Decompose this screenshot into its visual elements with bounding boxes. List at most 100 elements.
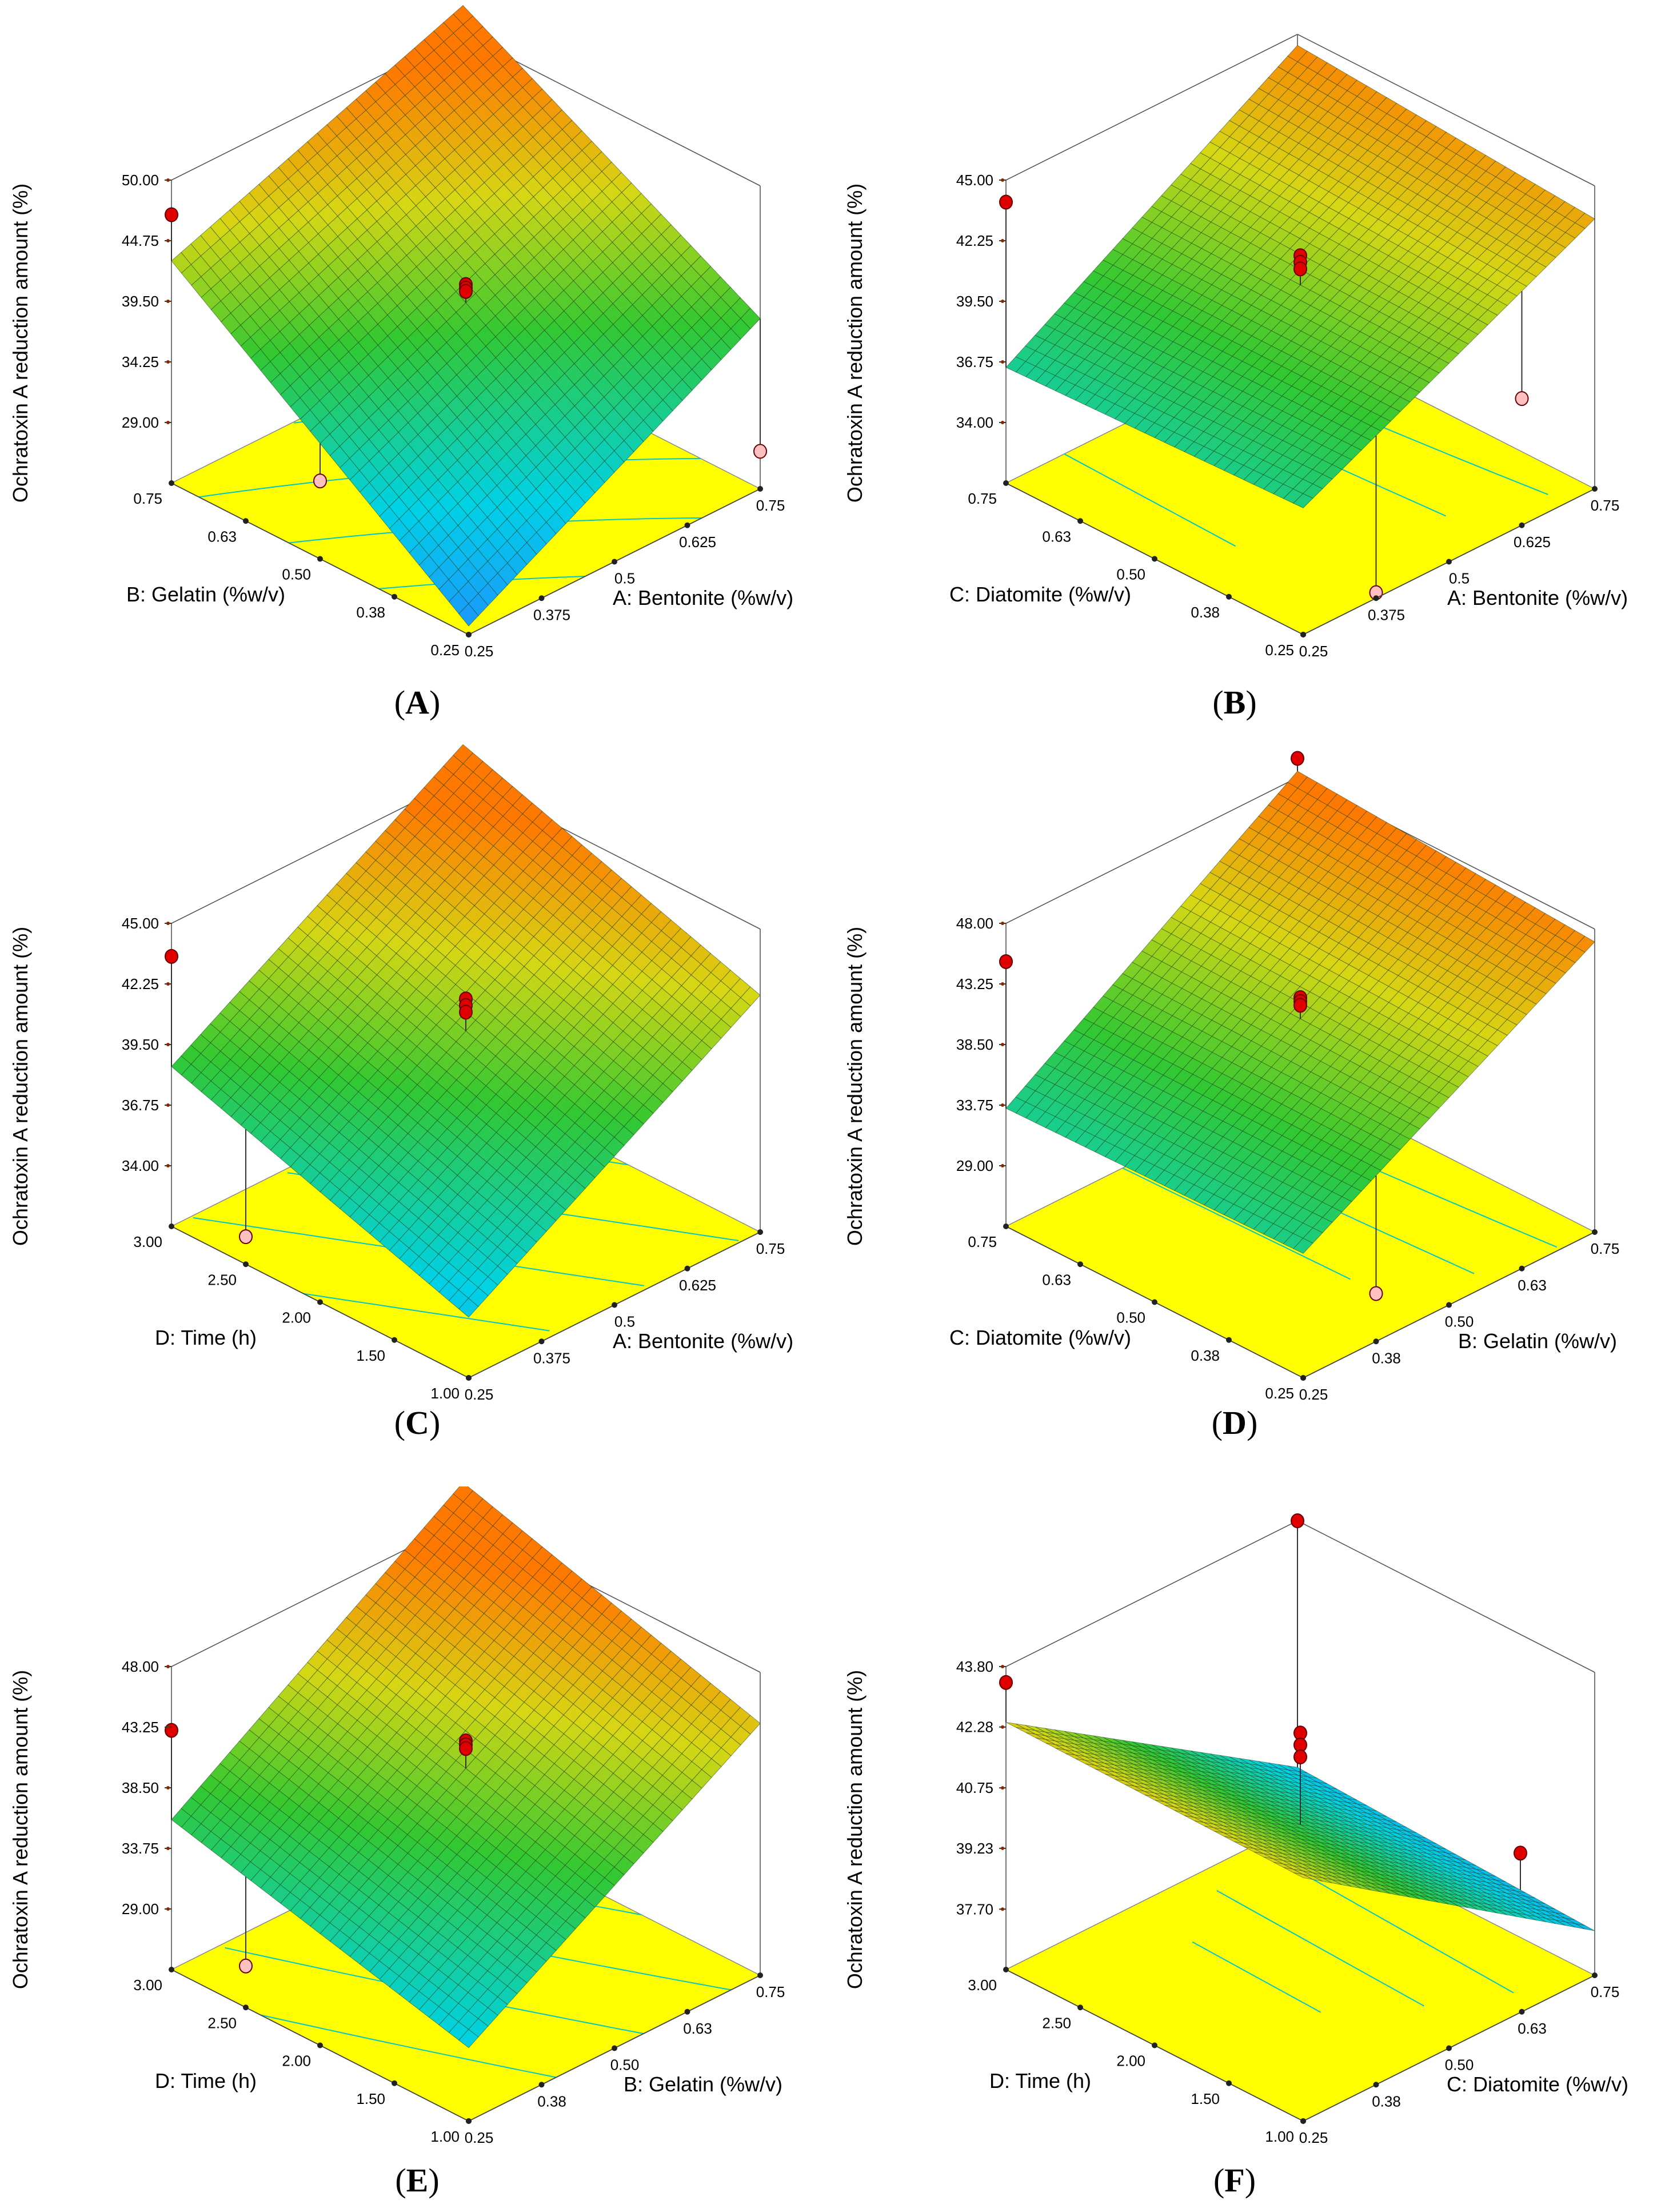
z-tick-label-b-3: 42.25 [956, 232, 993, 249]
z-tick-label-a-3: 44.75 [122, 232, 159, 249]
x-tick-label-e-1: 0.38 [537, 2093, 566, 2110]
z-tick-label-b-4: 45.00 [956, 172, 993, 189]
y-tick-dot-b-4 [1003, 480, 1009, 486]
surface-plot-e: 29.00 33.75 38.50 43.25 48.00 Ochratoxin A re… [9, 1486, 785, 2146]
z-tick-label-b-0: 34.00 [956, 414, 993, 431]
x-tick-dot-d-1 [1373, 1338, 1379, 1345]
z-tick-label-a-2: 39.50 [122, 293, 159, 310]
surface-plot-a: 29.00 34.25 39.50 44.75 50.00 Ochratoxin A re… [9, 5, 793, 660]
floor-contour-e-1 [260, 2014, 557, 2078]
y-tick-label-b-1: 0.38 [1191, 604, 1220, 621]
x-axis-title-c: A: Bentonite (%w/v) [613, 1329, 793, 1353]
z-tick-dot-f-4 [1001, 1665, 1004, 1668]
design-point-a-0 [165, 207, 178, 222]
surface-e [171, 1486, 761, 2048]
y-tick-dot-b-1 [1226, 593, 1232, 600]
y-tick-dot-b-0 [1300, 632, 1306, 637]
z-axis-title-b: Ochratoxin A reduction amount (%) [843, 184, 867, 503]
z-tick-label-b-2: 39.50 [956, 293, 993, 310]
y-tick-dot-e-4 [169, 1967, 174, 1972]
panel-label-f: (F) [1213, 2162, 1256, 2199]
y-tick-label-e-4: 3.00 [133, 1976, 162, 1994]
y-tick-dot-d-0 [1300, 1375, 1306, 1381]
box-edge-b-4 [1005, 34, 1298, 181]
y-tick-label-c-2: 2.00 [282, 1309, 311, 1326]
z-tick-label-f-1: 39.23 [956, 1840, 993, 1857]
z-tick-label-a-1: 34.25 [122, 353, 159, 370]
y-tick-label-c-4: 3.00 [133, 1233, 162, 1250]
y-tick-dot-e-0 [466, 2118, 472, 2124]
x-tick-dot-d-2 [1446, 1302, 1452, 1308]
x-tick-label-a-0: 0.25 [465, 643, 494, 660]
design-point-b-5 [1515, 391, 1529, 406]
y-tick-dot-b-2 [1152, 556, 1157, 562]
x-tick-label-f-0: 0.25 [1299, 2129, 1328, 2146]
y-tick-label-d-1: 0.38 [1191, 1347, 1220, 1364]
z-tick-dot-e-4 [166, 1665, 170, 1668]
z-tick-dot-a-4 [166, 178, 170, 182]
z-tick-dot-e-0 [166, 1907, 170, 1911]
surface-b [1005, 45, 1595, 508]
z-tick-label-d-2: 38.50 [956, 1036, 993, 1053]
x-axis-title-a: A: Bentonite (%w/v) [613, 586, 793, 609]
floor-contour-b-1 [1064, 453, 1236, 547]
z-tick-dot-e-2 [166, 1786, 170, 1789]
panel-label-e: (E) [395, 2162, 440, 2199]
y-tick-label-f-4: 3.00 [968, 1976, 997, 1994]
z-tick-label-a-0: 29.00 [122, 414, 159, 431]
y-tick-dot-d-3 [1077, 1261, 1083, 1268]
x-tick-label-b-4: 0.75 [1591, 497, 1620, 514]
floor-contour-d-2 [1122, 1167, 1351, 1280]
z-tick-dot-c-1 [166, 1103, 170, 1107]
surface-plot-f: 37.70 39.23 40.75 42.28 43.80 Ochratoxin A re… [843, 1513, 1628, 2146]
z-axis-title-c: Ochratoxin A reduction amount (%) [9, 927, 32, 1246]
y-tick-label-e-2: 2.00 [282, 2052, 311, 2070]
z-tick-label-f-2: 40.75 [956, 1779, 993, 1796]
z-tick-dot-f-0 [1001, 1907, 1004, 1911]
y-tick-dot-a-4 [169, 480, 174, 486]
z-tick-dot-c-0 [166, 1164, 170, 1167]
x-tick-dot-d-3 [1519, 1265, 1525, 1272]
x-tick-label-a-2: 0.5 [614, 570, 635, 587]
x-tick-label-b-1: 0.375 [1368, 606, 1405, 623]
y-tick-dot-c-0 [466, 1375, 472, 1381]
z-tick-dot-c-4 [166, 922, 170, 925]
y-axis-title-f: D: Time (h) [989, 2069, 1091, 2093]
x-tick-dot-e-4 [757, 1972, 763, 1978]
z-tick-label-a-4: 50.00 [122, 172, 159, 189]
design-point-d-6 [1369, 1286, 1383, 1301]
design-point-e-4 [459, 1741, 473, 1756]
y-tick-label-e-3: 2.50 [207, 2014, 237, 2031]
x-tick-dot-e-1 [538, 2082, 545, 2088]
x-tick-dot-e-3 [684, 2008, 690, 2015]
z-tick-dot-e-3 [166, 1725, 170, 1729]
floor-contour-f-2 [1216, 1890, 1424, 2007]
x-axis-title-b: A: Bentonite (%w/v) [1447, 586, 1628, 609]
z-tick-label-c-0: 34.00 [122, 1157, 159, 1174]
y-tick-dot-a-0 [466, 632, 472, 637]
y-tick-label-a-3: 0.63 [207, 528, 237, 545]
x-tick-dot-b-4 [1592, 486, 1598, 492]
y-tick-dot-c-4 [169, 1223, 174, 1229]
design-point-e-1 [165, 1723, 178, 1738]
y-tick-dot-e-3 [243, 2004, 249, 2011]
design-point-d-4 [1293, 998, 1307, 1013]
x-tick-label-d-1: 0.38 [1372, 1349, 1401, 1366]
z-tick-label-c-4: 45.00 [122, 915, 159, 932]
y-tick-label-c-1: 1.50 [356, 1347, 385, 1364]
design-point-a-4 [313, 473, 327, 489]
y-tick-label-c-0: 1.00 [430, 1385, 460, 1402]
x-tick-dot-a-1 [538, 595, 545, 601]
y-tick-dot-a-1 [392, 593, 397, 600]
y-tick-label-b-2: 0.50 [1116, 566, 1145, 583]
z-axis-title-a: Ochratoxin A reduction amount (%) [9, 184, 32, 503]
y-axis-title-e: D: Time (h) [155, 2069, 257, 2093]
x-tick-label-c-0: 0.25 [465, 1386, 494, 1403]
x-tick-label-a-1: 0.375 [533, 606, 570, 623]
x-tick-label-d-0: 0.25 [1299, 1386, 1328, 1403]
z-tick-dot-b-0 [1001, 421, 1004, 424]
x-tick-dot-f-1 [1373, 2082, 1379, 2088]
z-tick-label-e-0: 29.00 [122, 1900, 159, 1918]
panel-label-c: (C) [394, 1404, 441, 1441]
box-edge-f-4 [1005, 1520, 1298, 1667]
